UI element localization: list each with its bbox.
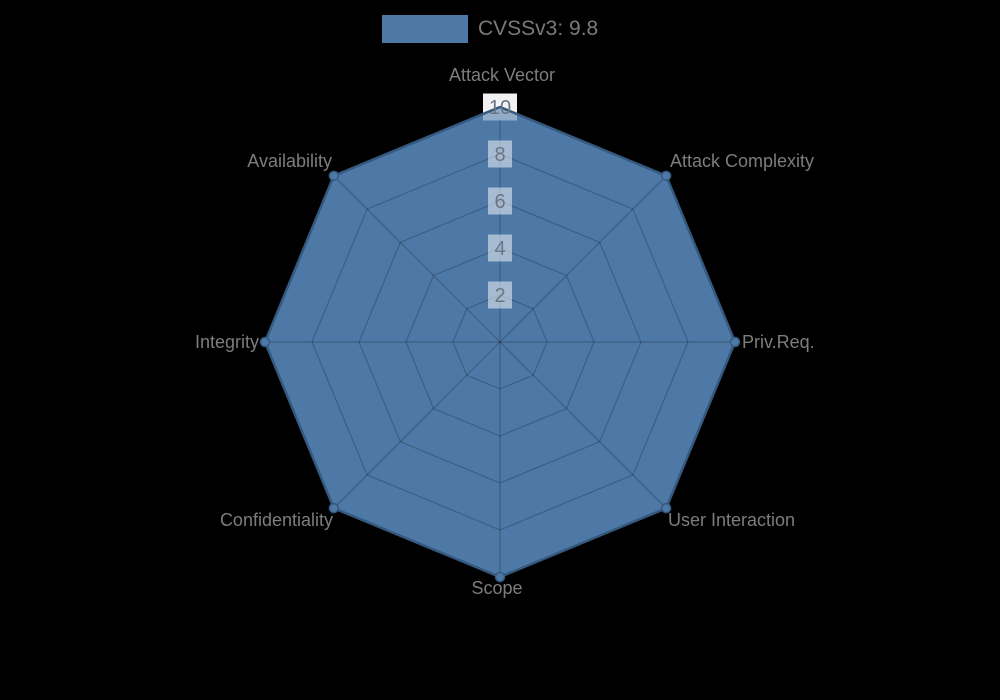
radar-data-point [328, 502, 340, 514]
grid-spoke [333, 341, 501, 509]
tick-label-2: 2 [494, 285, 505, 307]
axis-label-priv-req: Priv.Req. [742, 332, 815, 352]
grid-ring [452, 294, 548, 390]
radar-data-point [729, 336, 741, 348]
axis-labels: Attack Vector Attack Complexity Priv.Req… [195, 65, 815, 598]
tick-backdrop-layer [483, 93, 517, 309]
radar-data-point [494, 571, 506, 583]
radar-fill-layer [265, 107, 735, 577]
axis-label-attack-complexity: Attack Complexity [670, 151, 814, 171]
radar-data-point [259, 336, 271, 348]
radar-data-point [660, 502, 672, 514]
radar-data-point [328, 170, 340, 182]
axis-label-user-interaction: User Interaction [668, 510, 795, 530]
axis-label-confidentiality: Confidentiality [220, 510, 333, 530]
legend-item[interactable]: CVSSv3: 9.8 [382, 15, 598, 43]
tick-backdrop [488, 187, 512, 215]
legend-swatch [382, 15, 468, 43]
grid-spoke [333, 175, 501, 343]
axis-label-attack-vector: Attack Vector [449, 65, 555, 85]
radar-data-point [660, 170, 672, 182]
tick-labels: 2 4 6 8 10 [489, 97, 511, 307]
grid-ring [358, 200, 642, 484]
legend-label: CVSSv3: 9.8 [478, 17, 599, 40]
radar-fill-polygon [265, 107, 735, 577]
grid-ring [311, 153, 689, 531]
tick-backdrop [488, 140, 512, 168]
tick-label-6: 6 [494, 191, 505, 213]
tick-overlay-fill [483, 107, 517, 121]
grid-spoke [499, 175, 667, 343]
grid-ring [405, 247, 595, 437]
tick-backdrop [488, 234, 512, 262]
grid-spoke [499, 341, 667, 509]
axis-label-availability: Availability [247, 151, 332, 171]
tick-label-10: 10 [489, 97, 511, 119]
tick-label-4: 4 [494, 238, 505, 260]
tick-label-8: 8 [494, 144, 505, 166]
tick-max-overlay [483, 105, 517, 121]
tick-backdrop [488, 281, 512, 309]
axis-label-scope: Scope [471, 578, 522, 598]
axis-label-integrity: Integrity [195, 332, 259, 352]
